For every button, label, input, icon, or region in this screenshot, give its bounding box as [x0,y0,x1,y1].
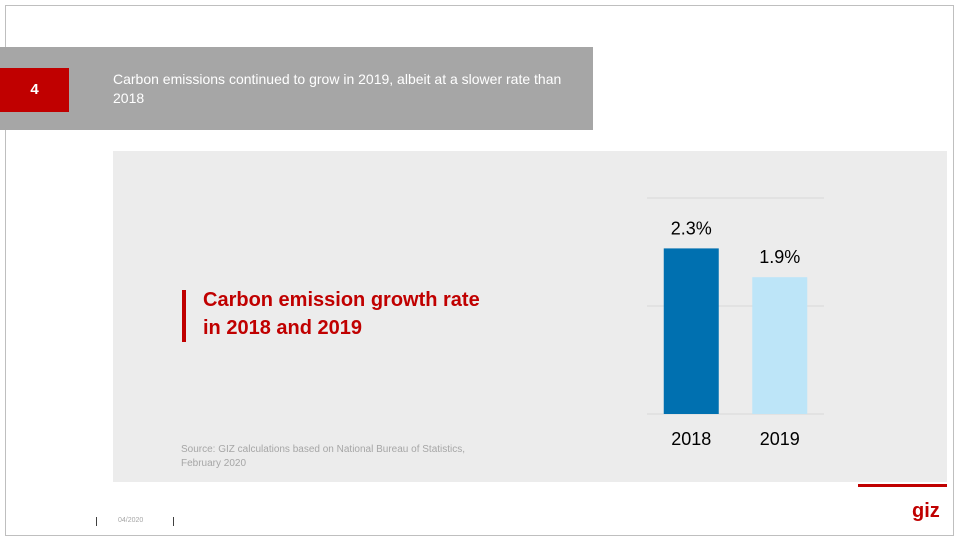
value-label: 2.3% [671,218,712,238]
slide-border [5,5,954,536]
header-bar [0,47,593,130]
logo-bar [858,484,947,487]
content-panel [113,151,947,482]
slide-heading: Carbon emissions continued to grow in 20… [113,71,562,106]
footer-divider [96,517,97,526]
slide-number: 4 [0,68,69,112]
footer-divider [173,517,174,526]
source-note: Source: GIZ calculations based on Nation… [181,444,466,469]
bar [752,277,808,414]
chart-title: Carbon emission growth rate in 2018 and … [203,289,480,339]
footer-date: 04/2020 [118,517,144,524]
logo: giz [912,500,940,522]
title-accent [182,290,186,342]
x-tick-label: 2019 [760,429,800,449]
x-tick-label: 2018 [671,429,711,449]
bar [663,248,719,414]
value-label: 1.9% [759,247,800,267]
